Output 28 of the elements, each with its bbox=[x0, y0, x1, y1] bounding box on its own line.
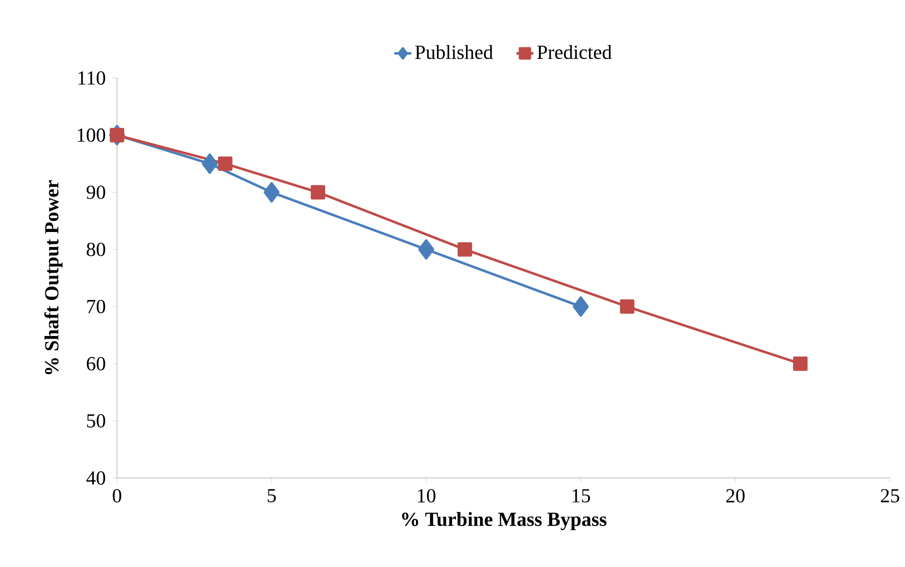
x-tick-label: 20 bbox=[726, 489, 745, 503]
point bbox=[620, 299, 634, 314]
point bbox=[110, 128, 124, 142]
y-tick-label: 110 bbox=[78, 71, 106, 85]
y-tick-label: 40 bbox=[86, 471, 106, 485]
x-tick-label: 5 bbox=[268, 489, 276, 502]
x-axis-title: % Turbine Mass Bypass bbox=[402, 512, 606, 530]
y-tick-label: 80 bbox=[86, 242, 106, 256]
point bbox=[418, 239, 434, 260]
y-axis-title: % Shaft Output Power bbox=[44, 180, 63, 374]
y-tick-label: 100 bbox=[78, 128, 106, 142]
y-tick-label: 70 bbox=[87, 300, 106, 314]
x-tick-label: 10 bbox=[418, 489, 436, 503]
y-tick-label: 60 bbox=[86, 356, 106, 370]
point bbox=[793, 356, 808, 371]
y-tick-label: 50 bbox=[87, 414, 106, 428]
legend-label: Published bbox=[415, 45, 493, 60]
point bbox=[458, 242, 472, 257]
point bbox=[310, 185, 326, 200]
x-tick-label: 15 bbox=[572, 489, 590, 502]
legend-label: Predicted bbox=[537, 45, 612, 60]
point bbox=[264, 182, 280, 202]
point bbox=[218, 156, 232, 171]
point bbox=[572, 296, 589, 317]
x-tick-label: 0 bbox=[112, 489, 122, 503]
x-tick-label: 25 bbox=[880, 489, 900, 502]
point bbox=[202, 154, 218, 174]
y-tick-label: 90 bbox=[86, 186, 106, 199]
